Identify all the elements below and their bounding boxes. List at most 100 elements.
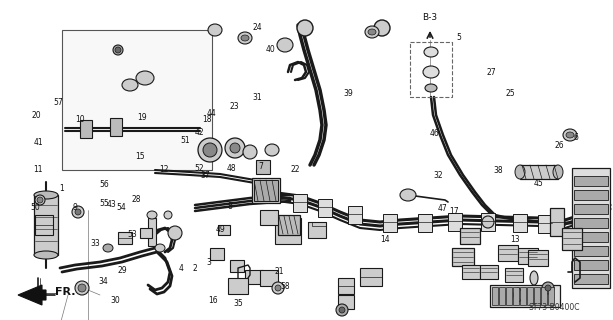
- Bar: [550, 208, 564, 236]
- Bar: [210, 248, 224, 260]
- Bar: [572, 168, 610, 288]
- Text: 42: 42: [194, 128, 204, 137]
- Bar: [140, 228, 152, 238]
- Bar: [481, 213, 495, 231]
- Ellipse shape: [482, 216, 494, 228]
- Bar: [148, 218, 156, 246]
- Text: FR.: FR.: [55, 287, 75, 297]
- Ellipse shape: [530, 271, 538, 285]
- Text: 56: 56: [99, 180, 109, 189]
- Text: 44: 44: [207, 109, 216, 118]
- Text: 45: 45: [533, 179, 543, 188]
- Ellipse shape: [424, 47, 438, 57]
- Ellipse shape: [225, 138, 245, 158]
- Bar: [562, 228, 582, 250]
- Text: 35: 35: [233, 299, 243, 308]
- Ellipse shape: [297, 20, 313, 36]
- Ellipse shape: [147, 211, 157, 219]
- Ellipse shape: [542, 282, 554, 294]
- Bar: [448, 213, 462, 231]
- Bar: [383, 214, 397, 232]
- Ellipse shape: [515, 165, 525, 179]
- Bar: [275, 218, 301, 244]
- Bar: [528, 250, 548, 266]
- Ellipse shape: [365, 26, 379, 38]
- Bar: [574, 176, 608, 186]
- Bar: [360, 268, 382, 286]
- Ellipse shape: [423, 66, 439, 78]
- Ellipse shape: [336, 304, 348, 316]
- Bar: [308, 222, 326, 238]
- Bar: [513, 214, 527, 232]
- Ellipse shape: [72, 206, 84, 218]
- Bar: [574, 204, 608, 214]
- Ellipse shape: [35, 195, 45, 205]
- Text: 43: 43: [107, 200, 116, 209]
- Text: 7: 7: [258, 162, 263, 171]
- Text: 3: 3: [206, 258, 211, 267]
- Bar: [260, 210, 278, 225]
- Text: 53: 53: [127, 230, 137, 239]
- Text: 50: 50: [31, 203, 40, 212]
- Text: 51: 51: [180, 136, 190, 145]
- Text: 21: 21: [274, 268, 284, 276]
- Text: 48: 48: [227, 164, 237, 173]
- Ellipse shape: [34, 251, 58, 259]
- Text: 11: 11: [33, 165, 43, 174]
- Text: 57: 57: [53, 98, 63, 107]
- Ellipse shape: [339, 307, 345, 313]
- Text: 1: 1: [59, 184, 64, 193]
- Ellipse shape: [208, 24, 222, 36]
- Bar: [80, 120, 92, 138]
- Text: 4: 4: [178, 264, 183, 273]
- Ellipse shape: [198, 138, 222, 162]
- Ellipse shape: [241, 35, 249, 41]
- Bar: [318, 199, 332, 217]
- Bar: [230, 260, 244, 272]
- Ellipse shape: [115, 47, 121, 53]
- Bar: [505, 268, 523, 282]
- Text: ST73-B0400C: ST73-B0400C: [528, 303, 580, 313]
- Bar: [228, 278, 248, 294]
- Text: 16: 16: [208, 296, 218, 305]
- Bar: [520, 165, 558, 179]
- Text: 27: 27: [487, 68, 497, 77]
- Ellipse shape: [272, 282, 284, 294]
- Bar: [574, 218, 608, 228]
- Ellipse shape: [136, 71, 154, 85]
- Text: 8: 8: [227, 202, 232, 211]
- Ellipse shape: [425, 84, 437, 92]
- Text: 22: 22: [291, 165, 300, 174]
- Ellipse shape: [277, 38, 293, 52]
- Bar: [541, 287, 547, 305]
- Ellipse shape: [514, 288, 522, 302]
- Bar: [506, 287, 512, 305]
- Ellipse shape: [168, 226, 182, 240]
- Text: 39: 39: [343, 89, 353, 98]
- Bar: [338, 278, 354, 294]
- Bar: [34, 195, 58, 255]
- Text: 9: 9: [72, 203, 77, 212]
- Text: 23: 23: [229, 102, 239, 111]
- Text: B-3: B-3: [422, 13, 438, 22]
- Text: 37: 37: [200, 171, 210, 180]
- Text: 17: 17: [449, 207, 459, 216]
- Text: 38: 38: [493, 166, 503, 175]
- Bar: [254, 180, 278, 201]
- Ellipse shape: [545, 285, 551, 291]
- Bar: [574, 232, 608, 242]
- Ellipse shape: [34, 191, 58, 199]
- Text: 33: 33: [90, 239, 100, 248]
- Text: 34: 34: [98, 277, 108, 286]
- Ellipse shape: [75, 209, 81, 215]
- Ellipse shape: [203, 143, 217, 157]
- Bar: [574, 246, 608, 256]
- Bar: [480, 265, 498, 279]
- Ellipse shape: [103, 244, 113, 252]
- Bar: [498, 245, 518, 261]
- Bar: [62, 30, 212, 170]
- Text: 46: 46: [429, 129, 439, 138]
- Bar: [245, 270, 263, 284]
- Ellipse shape: [155, 244, 165, 252]
- Ellipse shape: [243, 145, 257, 159]
